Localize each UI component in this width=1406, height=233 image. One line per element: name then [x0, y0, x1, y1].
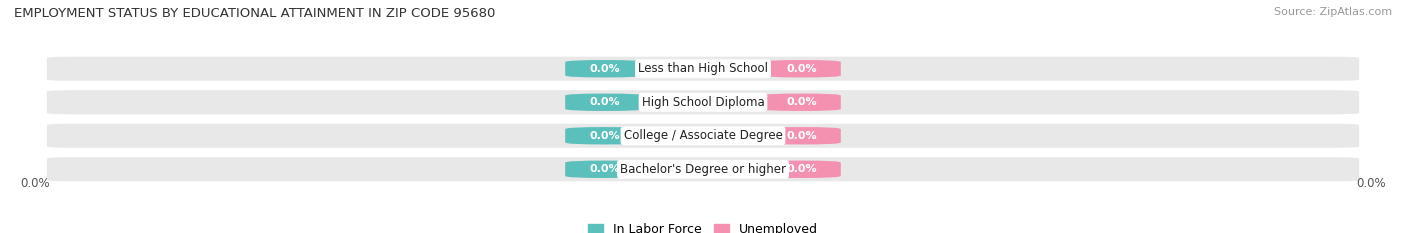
FancyBboxPatch shape: [46, 157, 1360, 181]
FancyBboxPatch shape: [565, 161, 644, 178]
FancyBboxPatch shape: [762, 93, 841, 111]
FancyBboxPatch shape: [46, 90, 1360, 114]
FancyBboxPatch shape: [762, 127, 841, 144]
Text: 0.0%: 0.0%: [21, 177, 51, 190]
Text: EMPLOYMENT STATUS BY EDUCATIONAL ATTAINMENT IN ZIP CODE 95680: EMPLOYMENT STATUS BY EDUCATIONAL ATTAINM…: [14, 7, 495, 20]
Text: Source: ZipAtlas.com: Source: ZipAtlas.com: [1274, 7, 1392, 17]
Legend: In Labor Force, Unemployed: In Labor Force, Unemployed: [583, 219, 823, 233]
FancyBboxPatch shape: [46, 124, 1360, 148]
FancyBboxPatch shape: [762, 60, 841, 77]
Text: Less than High School: Less than High School: [638, 62, 768, 75]
Text: 0.0%: 0.0%: [786, 131, 817, 141]
FancyBboxPatch shape: [565, 60, 644, 77]
FancyBboxPatch shape: [762, 161, 841, 178]
FancyBboxPatch shape: [46, 57, 1360, 81]
Text: 0.0%: 0.0%: [786, 64, 817, 74]
FancyBboxPatch shape: [565, 93, 644, 111]
Text: 0.0%: 0.0%: [786, 97, 817, 107]
Text: 0.0%: 0.0%: [1355, 177, 1385, 190]
Text: College / Associate Degree: College / Associate Degree: [624, 129, 782, 142]
Text: 0.0%: 0.0%: [589, 131, 620, 141]
Text: High School Diploma: High School Diploma: [641, 96, 765, 109]
FancyBboxPatch shape: [565, 127, 644, 144]
Text: Bachelor's Degree or higher: Bachelor's Degree or higher: [620, 163, 786, 176]
Text: 0.0%: 0.0%: [589, 64, 620, 74]
Text: 0.0%: 0.0%: [589, 164, 620, 174]
Text: 0.0%: 0.0%: [589, 97, 620, 107]
Text: 0.0%: 0.0%: [786, 164, 817, 174]
